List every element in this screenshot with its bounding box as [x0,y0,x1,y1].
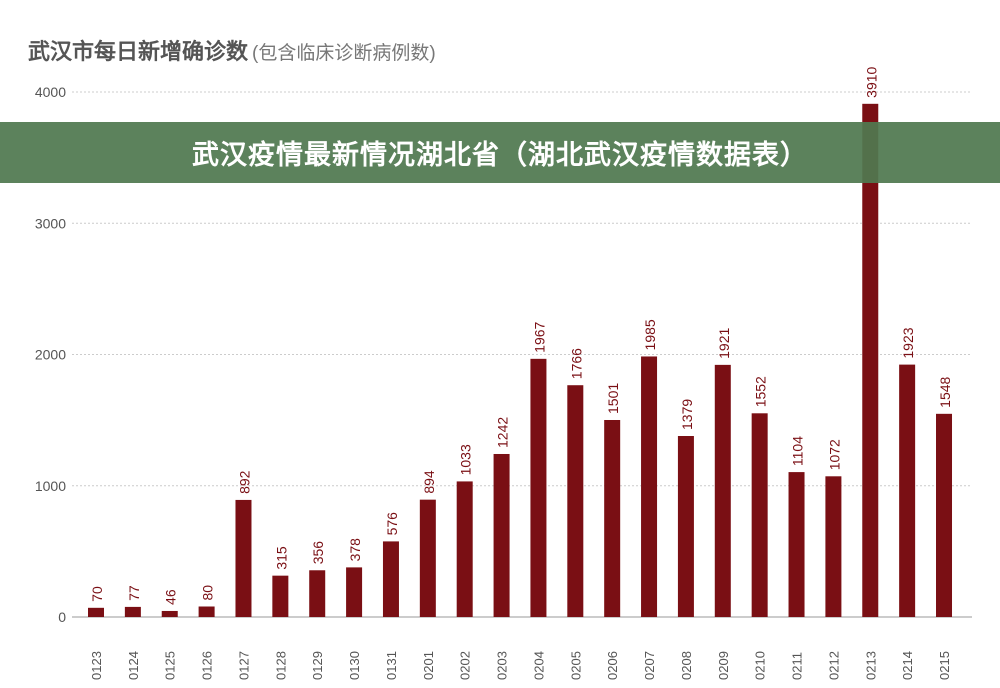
bar [788,472,805,617]
data-label: 70 [89,586,105,602]
bar [456,481,473,617]
bar [198,606,215,617]
data-label: 892 [236,470,252,494]
data-label: 80 [200,585,216,601]
overlay-banner: 武汉疫情最新情况湖北省（湖北武汉疫情数据表） [0,122,1000,183]
bar [567,385,584,617]
bar [382,541,399,617]
data-label: 1985 [642,319,658,350]
x-tick-label: 0214 [900,651,915,680]
bar [419,499,436,617]
bar [714,364,731,617]
banner-text: 武汉疫情最新情况湖北省（湖北武汉疫情数据表） [192,140,808,171]
data-label: 576 [384,512,400,536]
bar [677,436,694,617]
data-label: 356 [310,541,326,565]
chart-title: 武汉市每日新增确诊数 (包含临床诊断病例数) [28,34,436,66]
data-label: 1552 [753,376,769,407]
data-label: 1104 [790,436,806,466]
x-tick-label: 0213 [863,651,878,680]
bar [862,103,879,617]
bar [88,607,104,617]
data-label: 1379 [679,399,695,430]
x-tick-label: 0202 [458,651,473,680]
data-label: 315 [273,546,289,570]
x-tick-label: 0210 [753,651,768,680]
x-tick-label: 0123 [89,651,104,680]
x-tick-label: 0201 [421,651,436,680]
bar [641,356,658,617]
title-subtitle: (包含临床诊断病例数) [252,43,436,64]
data-label: 1242 [495,417,511,448]
x-tick-label: 0128 [273,651,288,680]
data-label: 77 [126,585,142,601]
bar [493,453,510,617]
x-tick-label: 0124 [126,651,141,680]
x-tick-label: 0207 [642,651,657,680]
data-label: 3910 [863,66,879,97]
bar [124,606,141,617]
x-tick-label: 0206 [605,651,620,680]
x-tick-label: 0204 [531,651,546,680]
data-label: 1033 [458,444,474,475]
bar [751,413,768,617]
bar [235,499,252,617]
bar [604,419,621,617]
y-tick-label: 0 [58,609,66,625]
bar [899,364,916,617]
x-tick-label: 0215 [937,651,952,680]
data-label: 1766 [568,348,584,379]
bar [309,570,326,617]
x-tick-label: 0129 [310,651,325,680]
x-tick-label: 0131 [384,651,399,680]
x-tick-label: 0209 [716,651,731,680]
data-label: 1967 [531,321,547,352]
x-tick-label: 0205 [568,651,583,680]
bar [346,567,363,617]
data-label: 1501 [605,383,621,414]
bar [825,476,842,617]
data-label: 378 [347,538,363,562]
x-tick-label: 0126 [200,651,215,680]
x-tick-label: 0212 [826,651,841,680]
x-tick-label: 0211 [790,652,805,680]
bar [161,610,178,617]
y-tick-label: 1000 [35,478,66,494]
x-tick-label: 0203 [495,651,510,680]
data-label: 1548 [937,376,953,407]
y-tick-label: 2000 [35,347,66,363]
data-label: 46 [163,589,179,605]
data-label: 1072 [826,439,842,470]
data-label: 894 [421,470,437,494]
x-tick-label: 0127 [236,651,251,680]
x-tick-label: 0130 [347,651,362,680]
x-tick-label: 0125 [163,651,178,680]
y-tick-label: 3000 [35,215,66,231]
data-label: 1923 [900,327,916,358]
data-label: 1921 [716,328,732,359]
bar [936,413,953,617]
x-tick-label: 0208 [679,651,694,680]
bar [272,575,289,617]
y-tick-label: 4000 [35,84,66,100]
bar [530,358,547,617]
title-main: 武汉市每日新增确诊数 [28,39,249,64]
